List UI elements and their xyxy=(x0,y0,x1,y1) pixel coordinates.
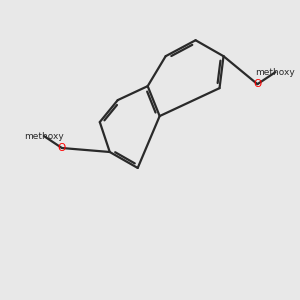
Text: O: O xyxy=(253,79,262,89)
Text: O: O xyxy=(58,143,66,153)
Text: methoxy: methoxy xyxy=(24,131,64,140)
Text: methoxy: methoxy xyxy=(256,68,295,77)
